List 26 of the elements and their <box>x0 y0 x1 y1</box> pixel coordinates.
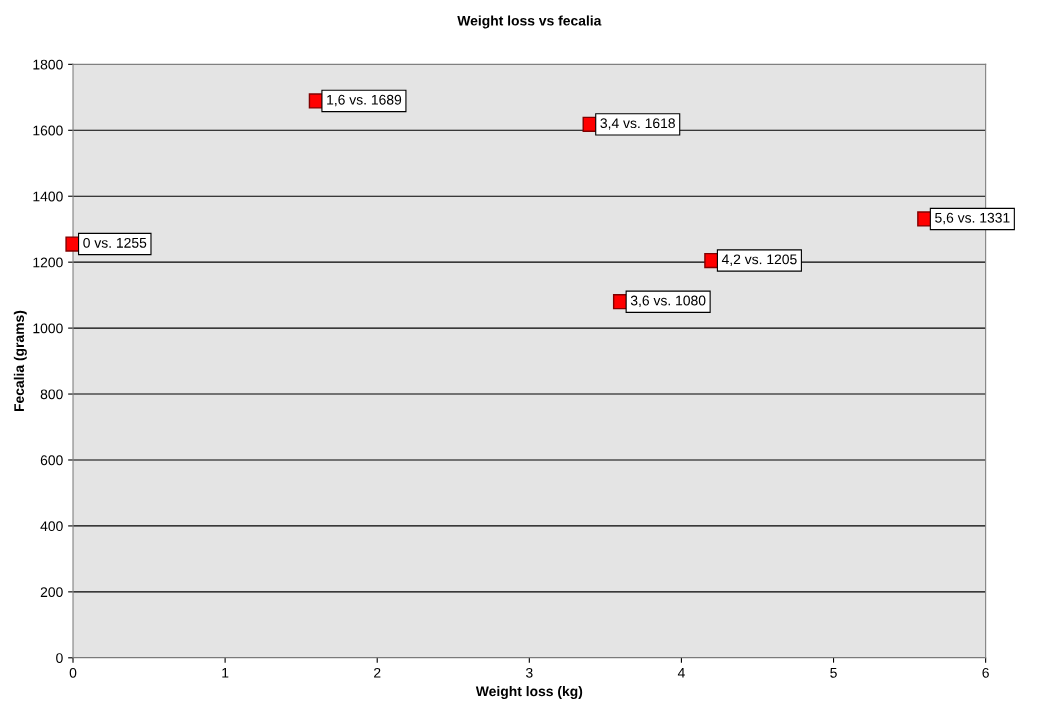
x-axis-title: Weight loss (kg) <box>475 686 583 700</box>
y-tick-label: 1200 <box>33 257 63 268</box>
x-tick-label: 4 <box>677 668 685 678</box>
y-tick-label: 1800 <box>33 59 63 70</box>
y-tick-label: 1000 <box>33 323 63 334</box>
data-label: 3,6 vs. 1080 <box>630 295 706 308</box>
y-tick-label: 600 <box>40 455 63 466</box>
data-label: 0 vs. 1255 <box>83 237 147 248</box>
y-tick-label: 800 <box>40 389 63 400</box>
y-tick-label: 1600 <box>33 125 63 136</box>
x-tick-label: 1 <box>222 668 229 678</box>
x-tick-label: 5 <box>830 668 837 678</box>
y-tick-label: 0 <box>56 653 63 663</box>
y-tick-label: 400 <box>40 521 63 532</box>
x-tick-label: 6 <box>982 667 989 678</box>
y-tick-label: 1400 <box>33 191 63 202</box>
x-tick-label: 3 <box>525 667 533 678</box>
data-label: 4,2 vs. 1205 <box>721 254 797 266</box>
data-label: 3,4 vs. 1618 <box>600 118 675 130</box>
x-tick-label: 0 <box>69 667 77 678</box>
data-label: 1,6 vs. 1689 <box>327 94 402 107</box>
y-axis-title: Fecalia (grams) <box>13 310 27 412</box>
x-tick-label: 2 <box>374 667 381 678</box>
y-tick-label: 200 <box>40 587 63 598</box>
data-label: 5,6 vs. 1331 <box>935 212 1010 225</box>
chart-title: Weight loss vs fecalia <box>457 15 602 29</box>
